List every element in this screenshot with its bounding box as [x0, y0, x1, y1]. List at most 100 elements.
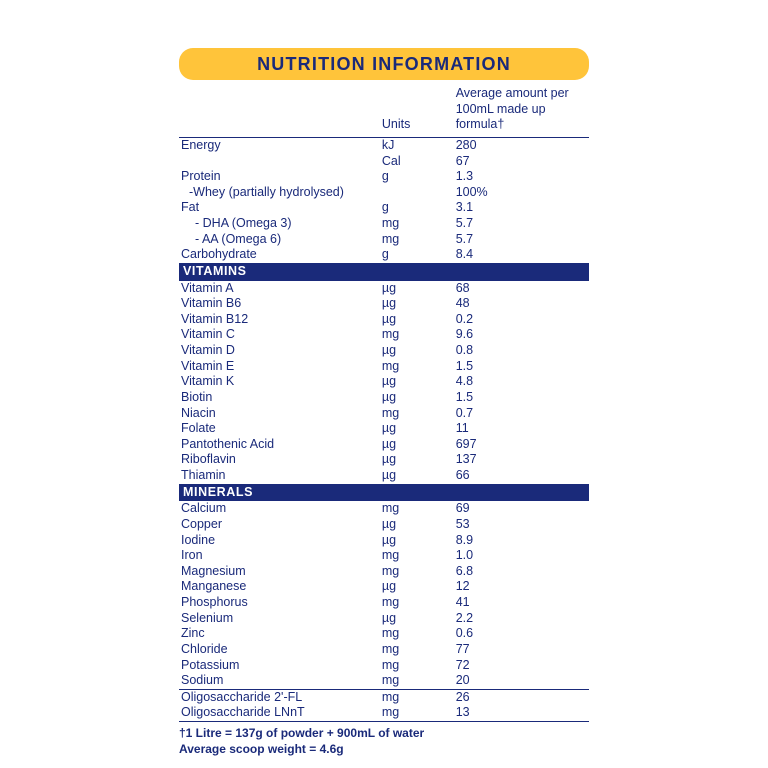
- table-row: Sodiummg20: [179, 673, 589, 689]
- table-row: Magnesiummg6.8: [179, 564, 589, 580]
- nutrient-unit: mg: [380, 216, 454, 232]
- nutrient-unit: kJ: [380, 137, 454, 153]
- nutrient-unit: µg: [380, 374, 454, 390]
- table-row: Iodineµg8.9: [179, 533, 589, 549]
- table-row: Potassiummg72: [179, 658, 589, 674]
- nutrient-unit: mg: [380, 232, 454, 248]
- vitamin-rows: Vitamin Aµg68Vitamin B6µg48Vitamin B12µg…: [179, 281, 589, 484]
- table-row: Phosphorusmg41: [179, 595, 589, 611]
- nutrient-unit: µg: [380, 468, 454, 484]
- nutrient-name: Vitamin K: [179, 374, 380, 390]
- nutrient-value: 12: [454, 579, 589, 595]
- table-row: Carbohydrateg8.4: [179, 247, 589, 263]
- table-row: Zincmg0.6: [179, 626, 589, 642]
- nutrient-value: 68: [454, 281, 589, 297]
- nutrient-unit: mg: [380, 658, 454, 674]
- table-row: Proteing1.3: [179, 169, 589, 185]
- table-row: Niacinmg0.7: [179, 406, 589, 422]
- nutrient-value: 48: [454, 296, 589, 312]
- nutrient-name: Sodium: [179, 673, 380, 689]
- nutrient-value: 5.7: [454, 216, 589, 232]
- nutrient-value: 0.2: [454, 312, 589, 328]
- nutrient-value: 41: [454, 595, 589, 611]
- nutrient-unit: µg: [380, 579, 454, 595]
- nutrient-name: Vitamin B6: [179, 296, 380, 312]
- nutrient-unit: mg: [380, 564, 454, 580]
- nutrient-value: 1.0: [454, 548, 589, 564]
- nutrient-unit: µg: [380, 296, 454, 312]
- oligo-rows: Oligosaccharide 2'-FLmg26Oligosaccharide…: [179, 689, 589, 721]
- nutrient-unit: µg: [380, 437, 454, 453]
- nutrient-unit: µg: [380, 421, 454, 437]
- nutrient-value: 280: [454, 137, 589, 153]
- section-vitamins-header: VITAMINS: [179, 263, 589, 281]
- nutrient-value: 11: [454, 421, 589, 437]
- section-label: VITAMINS: [179, 263, 589, 281]
- nutrient-name: Riboflavin: [179, 452, 380, 468]
- nutrient-value: 9.6: [454, 327, 589, 343]
- nutrient-value: 67: [454, 154, 589, 170]
- nutrient-value: 72: [454, 658, 589, 674]
- table-row: - DHA (Omega 3)mg5.7: [179, 216, 589, 232]
- nutrient-value: 53: [454, 517, 589, 533]
- nutrient-unit: mg: [380, 548, 454, 564]
- nutrient-name: Oligosaccharide 2'-FL: [179, 689, 380, 705]
- nutrient-name: - DHA (Omega 3): [179, 216, 380, 232]
- table-row: Riboflavinµg137: [179, 452, 589, 468]
- nutrient-value: 1.5: [454, 390, 589, 406]
- nutrient-unit: µg: [380, 390, 454, 406]
- nutrient-unit: Cal: [380, 154, 454, 170]
- table-row: Vitamin Emg1.5: [179, 359, 589, 375]
- table-row: Vitamin Aµg68: [179, 281, 589, 297]
- nutrient-unit: g: [380, 200, 454, 216]
- nutrient-unit: [380, 185, 454, 201]
- nutrient-unit: mg: [380, 359, 454, 375]
- nutrient-unit: µg: [380, 452, 454, 468]
- nutrient-name: Magnesium: [179, 564, 380, 580]
- nutrient-unit: g: [380, 169, 454, 185]
- section-header-row: MINERALS: [179, 484, 589, 502]
- nutrient-unit: mg: [380, 501, 454, 517]
- nutrient-value: 77: [454, 642, 589, 658]
- nutrient-name: Protein: [179, 169, 380, 185]
- table-row: Vitamin Kµg4.8: [179, 374, 589, 390]
- nutrient-unit: µg: [380, 281, 454, 297]
- nutrient-value: 69: [454, 501, 589, 517]
- nutrient-name: - AA (Omega 6): [179, 232, 380, 248]
- nutrient-unit: µg: [380, 517, 454, 533]
- table-row: - AA (Omega 6)mg5.7: [179, 232, 589, 248]
- footnote: †1 Litre = 137g of powder + 900mL of wat…: [179, 722, 589, 757]
- nutrient-name: Iron: [179, 548, 380, 564]
- nutrient-name: Vitamin D: [179, 343, 380, 359]
- table-row: Pantothenic Acidµg697: [179, 437, 589, 453]
- nutrient-unit: mg: [380, 595, 454, 611]
- nutrient-value: 6.8: [454, 564, 589, 580]
- table-row: Fatg3.1: [179, 200, 589, 216]
- table-row: Oligosaccharide LNnTmg13: [179, 705, 589, 721]
- nutrient-name: Oligosaccharide LNnT: [179, 705, 380, 721]
- nutrient-unit: µg: [380, 611, 454, 627]
- table-row: Vitamin B12µg0.2: [179, 312, 589, 328]
- nutrient-name: [179, 154, 380, 170]
- nutrient-unit: µg: [380, 533, 454, 549]
- table-row: Copperµg53: [179, 517, 589, 533]
- col-header-name: [179, 80, 380, 137]
- nutrient-value: 8.4: [454, 247, 589, 263]
- nutrient-value: 1.5: [454, 359, 589, 375]
- col-header-value: Average amount per 100mL made up formula…: [454, 80, 589, 137]
- nutrient-value: 1.3: [454, 169, 589, 185]
- nutrient-name: Fat: [179, 200, 380, 216]
- table-row: Biotinµg1.5: [179, 390, 589, 406]
- table-row: Vitamin Cmg9.6: [179, 327, 589, 343]
- mineral-rows: Calciummg69Copperµg53Iodineµg8.9Ironmg1.…: [179, 501, 589, 689]
- nutrient-unit: g: [380, 247, 454, 263]
- nutrient-value: 26: [454, 689, 589, 705]
- table-row: Vitamin B6µg48: [179, 296, 589, 312]
- nutrient-name: Folate: [179, 421, 380, 437]
- nutrient-name: Selenium: [179, 611, 380, 627]
- nutrient-name: Vitamin A: [179, 281, 380, 297]
- nutrient-name: Zinc: [179, 626, 380, 642]
- table-row: Ironmg1.0: [179, 548, 589, 564]
- nutrient-name: Phosphorus: [179, 595, 380, 611]
- nutrient-value: 3.1: [454, 200, 589, 216]
